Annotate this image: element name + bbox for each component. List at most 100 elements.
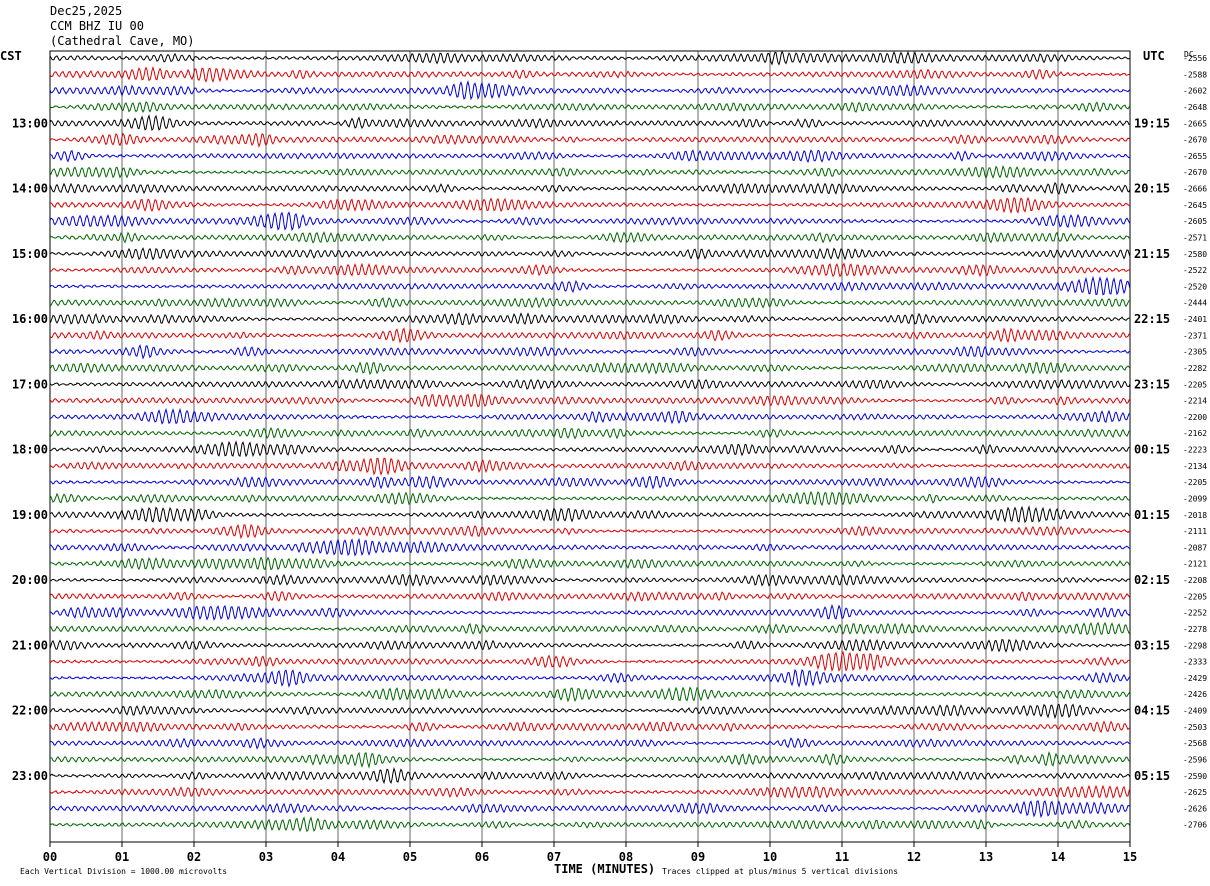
x-tick-label: 09 [691, 850, 705, 864]
right-hour-label: 20:15 [1134, 182, 1170, 196]
right-hour-label: 03:15 [1134, 638, 1170, 652]
dc-offset-value: -2134 [1183, 462, 1207, 471]
x-tick-label: 13 [979, 850, 993, 864]
dc-offset-header: DC [1184, 50, 1194, 59]
seismic-trace [49, 196, 1131, 215]
dc-offset-value: -2252 [1183, 609, 1207, 618]
x-tick-label: 10 [763, 850, 777, 864]
seismic-trace [49, 603, 1131, 621]
seismic-trace [49, 751, 1131, 769]
seismic-trace [49, 766, 1131, 785]
dc-offset-value: -2200 [1183, 413, 1207, 422]
dc-offset-value: -2588 [1183, 70, 1207, 79]
x-tick-label: 01 [115, 850, 129, 864]
seismic-trace [49, 344, 1131, 360]
seismic-trace [49, 668, 1131, 688]
right-hour-label: 02:15 [1134, 573, 1170, 587]
dc-offset-value: -2625 [1183, 788, 1207, 797]
left-hour-label: 20:00 [12, 573, 48, 587]
left-timezone-label: CST [0, 49, 22, 63]
seismic-trace [49, 312, 1131, 326]
dc-offset-value: -2602 [1183, 87, 1207, 96]
dc-offset-value: -2111 [1183, 527, 1207, 536]
seismic-trace [49, 800, 1131, 819]
dc-offset-value: -2605 [1183, 217, 1207, 226]
dc-offset-value: -2208 [1183, 576, 1207, 585]
dc-offset-value: -2670 [1183, 136, 1207, 145]
dc-offset-value: -2706 [1183, 821, 1207, 830]
dc-offset-value: -2205 [1183, 380, 1207, 389]
dc-offset-value: -2580 [1183, 250, 1207, 259]
x-tick-label: 11 [835, 850, 849, 864]
dc-offset-value: -2205 [1183, 592, 1207, 601]
right-timezone-label: UTC [1143, 49, 1165, 63]
seismic-trace [49, 720, 1131, 734]
seismic-trace [49, 638, 1131, 653]
seismic-trace [49, 407, 1131, 425]
plot-frame [49, 50, 1131, 843]
x-tick-label: 06 [475, 850, 489, 864]
x-axis-label: TIME (MINUTES) [554, 862, 656, 876]
x-tick-label: 15 [1123, 850, 1137, 864]
seismic-trace [49, 573, 1131, 587]
seismic-trace [49, 537, 1131, 557]
dc-offset-value: -2444 [1183, 299, 1207, 308]
left-hour-label: 22:00 [12, 704, 48, 718]
right-hour-label: 04:15 [1134, 704, 1170, 718]
left-hour-label: 16:00 [12, 312, 48, 326]
x-tick-label: 05 [403, 850, 417, 864]
x-tick-label: 04 [331, 850, 345, 864]
seismic-trace [49, 80, 1131, 101]
seismic-trace [49, 457, 1131, 477]
station-location: (Cathedral Cave, MO) [50, 34, 195, 48]
left-hour-label: 21:00 [12, 638, 48, 652]
left-hour-label: 14:00 [12, 182, 48, 196]
seismic-trace [49, 393, 1131, 408]
seismic-trace [49, 50, 1131, 66]
scale-note: Each Vertical Division = 1000.00 microvo… [20, 867, 228, 876]
right-hour-label: 23:15 [1134, 377, 1170, 391]
dc-offset-value: -2571 [1183, 233, 1207, 242]
seismic-trace [49, 556, 1131, 571]
right-hour-label: 05:15 [1134, 769, 1170, 783]
seismic-trace [49, 181, 1131, 195]
dc-offset-value: -2596 [1183, 755, 1207, 764]
right-hour-label: 21:15 [1134, 247, 1170, 261]
left-hour-label: 17:00 [12, 377, 48, 391]
seismic-trace [49, 816, 1131, 833]
left-hour-label: 19:00 [12, 508, 48, 522]
dc-offset-value: -2665 [1183, 119, 1207, 128]
seismic-trace [49, 164, 1131, 180]
dc-offset-value: -2556 [1183, 54, 1207, 63]
dc-offset-value: -2099 [1183, 494, 1207, 503]
clip-note: Traces clipped at plus/minus 5 vertical … [662, 867, 899, 876]
x-tick-label: 14 [1051, 850, 1065, 864]
seismic-trace [49, 327, 1131, 344]
left-hour-label: 18:00 [12, 443, 48, 457]
left-hour-label: 15:00 [12, 247, 48, 261]
seismic-trace [49, 621, 1131, 636]
seismic-trace [49, 703, 1131, 720]
dc-offset-value: -2282 [1183, 364, 1207, 373]
seismic-trace [49, 426, 1131, 440]
seismic-trace [49, 132, 1131, 148]
x-tick-label: 00 [43, 850, 57, 864]
x-tick-label: 07 [547, 850, 561, 864]
dc-offset-value: -2278 [1183, 625, 1207, 634]
seismic-trace [49, 262, 1131, 278]
dc-offset-value: -2298 [1183, 641, 1207, 650]
right-hour-label: 19:15 [1134, 116, 1170, 130]
seismic-trace [49, 686, 1131, 703]
right-hour-label: 01:15 [1134, 508, 1170, 522]
dc-offset-value: -2409 [1183, 707, 1207, 716]
dc-offset-value: -2568 [1183, 739, 1207, 748]
seismic-trace [49, 361, 1131, 376]
seismic-trace [49, 590, 1131, 603]
left-hour-label: 13:00 [12, 116, 48, 130]
seismic-trace [49, 211, 1131, 232]
dc-offset-value: -2121 [1183, 560, 1207, 569]
seismic-trace [49, 505, 1131, 524]
dc-offset-value: -2162 [1183, 429, 1207, 438]
dc-offset-value: -2426 [1183, 690, 1207, 699]
seismic-trace [49, 650, 1131, 672]
